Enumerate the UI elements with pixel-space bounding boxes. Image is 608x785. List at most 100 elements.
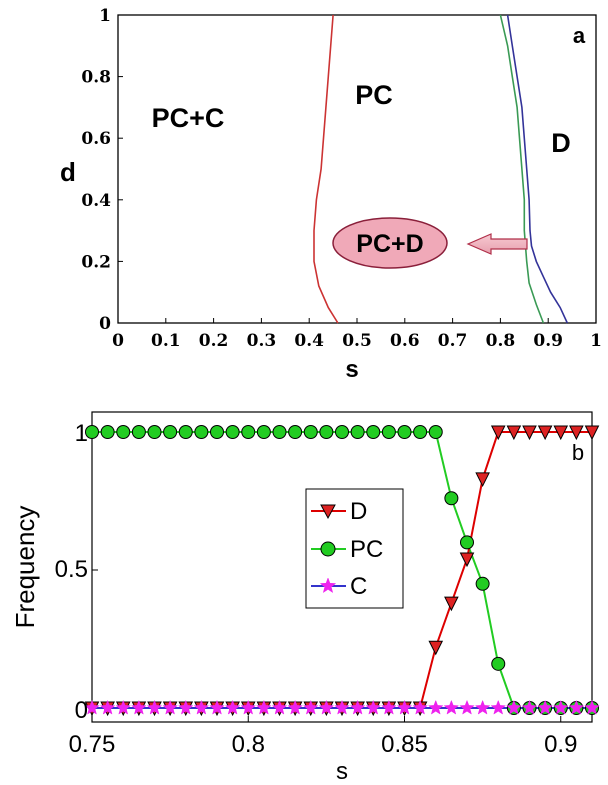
c-marker [584, 699, 600, 715]
pc-marker [350, 425, 365, 439]
panel-a-boundary-1 [313, 14, 339, 324]
c-marker [349, 699, 366, 715]
pc-marker [413, 425, 428, 439]
d-marker [428, 640, 444, 656]
d-marker [553, 425, 569, 441]
callout-ellipse [332, 217, 448, 269]
c-marker [412, 699, 428, 715]
legend-marker-pc [320, 541, 336, 557]
pc-marker [147, 425, 162, 439]
c-marker [177, 699, 194, 715]
pc-marker [335, 425, 349, 439]
panel-a-y-tick-labels: 0 0.2 0.4 0.6 0.8 1 [81, 6, 111, 334]
legend-label-d: D [350, 498, 367, 525]
panel-b-x-tick-label: 0.75 [69, 731, 116, 758]
panel-b-y-axis-label: Frequency [10, 506, 40, 629]
c-marker [162, 699, 178, 715]
pc-marker [116, 425, 131, 439]
c-marker [99, 699, 116, 715]
c-marker [146, 699, 163, 715]
pc-d-callout: PC+D [332, 217, 528, 269]
d-marker [459, 552, 475, 568]
panel-a-y-tick-label: 0.2 [81, 252, 111, 272]
panel-label-b: b [572, 440, 584, 465]
pc-marker [397, 425, 412, 439]
c-marker [443, 699, 460, 715]
c-marker [193, 699, 210, 715]
c-marker [302, 699, 319, 715]
c-marker [506, 699, 522, 715]
pc-marker [272, 425, 287, 439]
c-marker [318, 699, 335, 715]
panel-a-x-tick-label: 0.7 [438, 331, 468, 351]
panel-a-x-tick-label: 0.2 [199, 331, 229, 351]
panel-a-x-tick-label: 1 [590, 331, 602, 351]
pc-marker [428, 425, 443, 439]
panel-a-x-tick-label: 0 [112, 331, 124, 351]
region-label-pc: PC [355, 80, 393, 110]
c-marker [84, 699, 100, 715]
c-marker [334, 699, 350, 715]
panel-a-boundary-3 [506, 14, 569, 324]
pc-marker [163, 425, 178, 439]
c-marker [521, 699, 538, 715]
panel-a-phase-diagram: 0 0.1 0.2 0.3 0.4 0.5 0.6 0.7 0.8 0.9 1 … [60, 6, 602, 383]
region-label-pc-c: PC+C [152, 103, 225, 133]
legend-label-c: C [350, 573, 367, 600]
c-marker [256, 699, 272, 715]
region-label-d: D [551, 128, 571, 158]
panel-a-y-tick-label: 0 [99, 314, 111, 334]
panel-b-x-axis-label: s [336, 758, 348, 785]
pc-marker [85, 425, 99, 439]
pc-marker [288, 425, 303, 439]
panel-b-x-tick-label: 0.85 [381, 731, 428, 758]
panel-a-y-axis-label: d [60, 157, 76, 187]
pc-marker [381, 425, 396, 439]
d-marker [475, 472, 490, 488]
c-marker [568, 699, 585, 715]
d-marker [584, 425, 600, 441]
legend-label-pc: PC [350, 536, 383, 563]
panel-b-x-tick-labels: 0.75 0.8 0.85 0.9 [69, 731, 578, 758]
d-marker [522, 425, 537, 441]
c-marker [131, 699, 147, 715]
pc-marker [303, 425, 318, 439]
d-marker [569, 425, 584, 441]
c-marker [427, 699, 444, 715]
pc-marker [256, 425, 271, 439]
c-marker [537, 699, 553, 715]
d-marker [444, 596, 459, 612]
panel-b-x-tick-label: 0.9 [544, 731, 577, 758]
region-label-pc-d: PC+D [356, 230, 423, 258]
c-marker [115, 699, 132, 715]
panel-a-boundary-curves [313, 14, 569, 324]
panel-a-x-tick-label: 0.8 [486, 331, 516, 351]
panel-a-y-tick-label: 0.8 [81, 68, 111, 88]
panel-a-plot-frame [117, 14, 597, 324]
panel-a-boundary-2 [499, 14, 545, 324]
pc-marker [475, 576, 490, 591]
pc-marker [225, 425, 240, 439]
pc-marker [194, 425, 209, 439]
legend-marker-d [320, 504, 336, 520]
panel-b-y-tick-labels: 0 0.5 1 [55, 420, 88, 724]
pc-marker [366, 425, 381, 439]
pc-marker [241, 425, 256, 439]
panel-a-y-tick-label: 0.6 [81, 129, 111, 149]
pc-marker [444, 491, 459, 506]
panel-a-x-tick-label: 0.6 [390, 331, 420, 351]
c-marker [365, 699, 382, 715]
c-marker [287, 699, 303, 715]
pc-marker [178, 425, 193, 439]
c-marker [459, 699, 475, 715]
c-marker [381, 699, 397, 715]
d-marker [537, 425, 553, 441]
c-marker [490, 699, 507, 715]
panel-a-x-tick-label: 0.4 [294, 331, 324, 351]
panel-a-x-tick-label: 0.1 [151, 331, 181, 351]
c-marker [474, 699, 491, 715]
panel-a-ticks [117, 14, 597, 324]
c-marker [209, 699, 225, 715]
panel-a-y-tick-label: 1 [99, 6, 111, 26]
